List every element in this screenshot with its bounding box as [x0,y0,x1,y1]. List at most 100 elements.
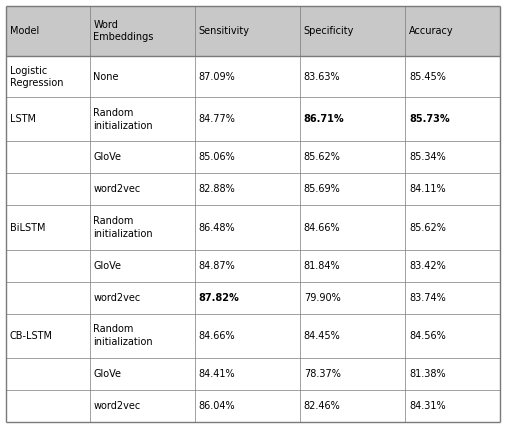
Text: 84.87%: 84.87% [198,261,235,270]
Text: 84.56%: 84.56% [408,330,445,341]
Text: 84.66%: 84.66% [303,223,340,232]
Text: Random
initialization: Random initialization [93,108,153,131]
Bar [405,56,499,98]
Bar [405,6,499,56]
Bar [405,173,499,205]
Bar [89,250,194,282]
Text: 85.06%: 85.06% [198,152,235,163]
Bar [405,358,499,389]
Text: Logistic
Regression: Logistic Regression [10,65,63,88]
Bar [6,173,89,205]
Bar [6,205,89,250]
Bar [194,250,299,282]
Text: 84.41%: 84.41% [198,369,235,379]
Bar [299,314,405,358]
Text: word2vec: word2vec [93,401,140,410]
Text: 83.42%: 83.42% [408,261,445,270]
Bar [6,314,89,358]
Text: None: None [93,72,119,82]
Text: Model: Model [10,26,39,36]
Bar [6,358,89,389]
Text: 79.90%: 79.90% [303,292,340,303]
Bar [6,98,89,142]
Text: Specificity: Specificity [303,26,354,36]
Bar [194,314,299,358]
Text: Word
Embeddings: Word Embeddings [93,20,154,42]
Text: Accuracy: Accuracy [408,26,453,36]
Bar [299,358,405,389]
Text: 82.88%: 82.88% [198,184,235,194]
Text: 86.48%: 86.48% [198,223,235,232]
Bar [89,358,194,389]
Bar [405,389,499,422]
Bar [405,282,499,314]
Bar [299,98,405,142]
Text: 85.73%: 85.73% [408,114,449,125]
Text: 87.82%: 87.82% [198,292,239,303]
Bar [194,173,299,205]
Text: CB-LSTM: CB-LSTM [10,330,53,341]
Text: 82.46%: 82.46% [303,401,340,410]
Text: word2vec: word2vec [93,184,140,194]
Text: 84.31%: 84.31% [408,401,445,410]
Bar [194,98,299,142]
Text: 85.62%: 85.62% [408,223,445,232]
Text: 83.74%: 83.74% [408,292,445,303]
Bar [405,314,499,358]
Bar [89,314,194,358]
Text: Random
initialization: Random initialization [93,216,153,239]
Bar [299,250,405,282]
Bar [299,142,405,173]
Text: 83.63%: 83.63% [303,72,340,82]
Bar [6,56,89,98]
Text: GloVe: GloVe [93,152,121,163]
Text: Sensitivity: Sensitivity [198,26,249,36]
Text: word2vec: word2vec [93,292,140,303]
Text: 86.71%: 86.71% [303,114,344,125]
Bar [6,282,89,314]
Text: LSTM: LSTM [10,114,35,125]
Bar [299,56,405,98]
Bar [194,389,299,422]
Bar [299,173,405,205]
Text: 85.69%: 85.69% [303,184,340,194]
Text: 78.37%: 78.37% [303,369,340,379]
Text: 84.45%: 84.45% [303,330,340,341]
Bar [194,142,299,173]
Bar [89,205,194,250]
Bar [89,98,194,142]
Bar [89,389,194,422]
Bar [299,389,405,422]
Bar [89,6,194,56]
Bar [6,389,89,422]
Bar [299,6,405,56]
Text: 85.62%: 85.62% [303,152,340,163]
Bar [405,250,499,282]
Bar [194,6,299,56]
Bar [194,205,299,250]
Bar [405,98,499,142]
Bar [6,142,89,173]
Bar [194,282,299,314]
Bar [299,205,405,250]
Text: 84.77%: 84.77% [198,114,235,125]
Text: GloVe: GloVe [93,369,121,379]
Text: 84.11%: 84.11% [408,184,445,194]
Bar [6,6,89,56]
Text: 84.66%: 84.66% [198,330,235,341]
Text: 85.45%: 85.45% [408,72,445,82]
Bar [405,205,499,250]
Text: BiLSTM: BiLSTM [10,223,45,232]
Bar [194,56,299,98]
Bar [89,56,194,98]
Bar [89,142,194,173]
Bar [6,250,89,282]
Bar [194,358,299,389]
Text: 81.84%: 81.84% [303,261,340,270]
Bar [405,142,499,173]
Text: 87.09%: 87.09% [198,72,235,82]
Text: 81.38%: 81.38% [408,369,445,379]
Text: 86.04%: 86.04% [198,401,235,410]
Bar [89,173,194,205]
Text: Random
initialization: Random initialization [93,324,153,347]
